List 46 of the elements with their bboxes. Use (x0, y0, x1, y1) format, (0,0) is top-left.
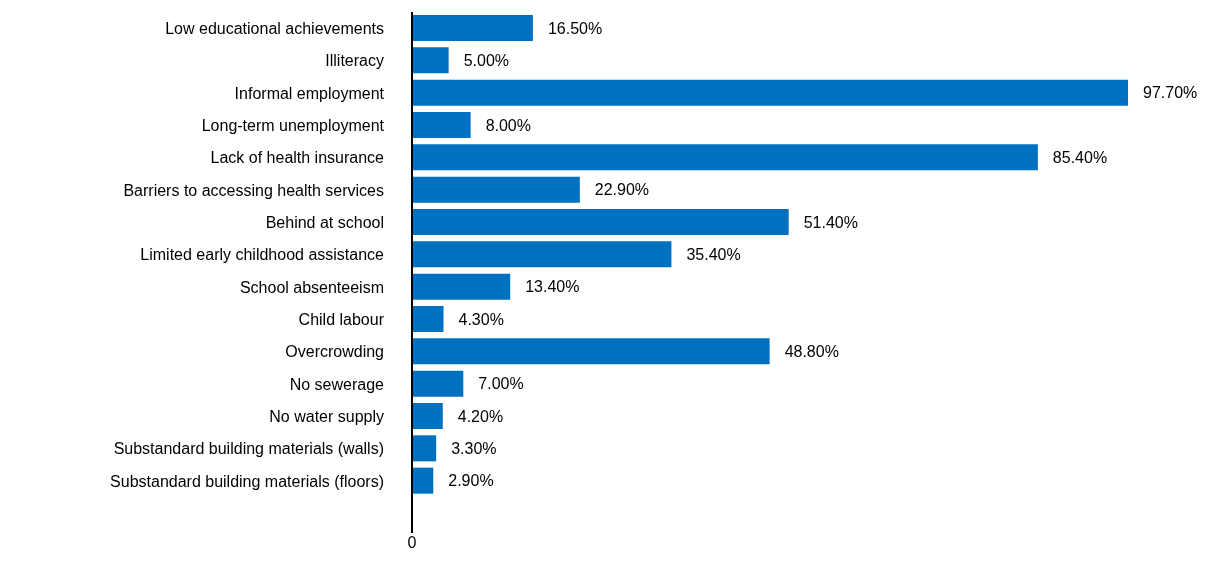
y-tick-label: Lack of health insurance (210, 149, 385, 167)
y-tick-label: Behind at school (265, 213, 384, 231)
bar (412, 176, 580, 203)
data-label: 85.40% (1052, 148, 1108, 166)
data-label: 13.40% (525, 278, 580, 296)
data-label: 4.30% (458, 310, 504, 328)
data-label: 48.80% (784, 342, 839, 360)
bar (412, 403, 443, 429)
text: 0 (406, 534, 418, 552)
y-tick-label: Low educational achievements (165, 19, 384, 37)
bar (412, 209, 789, 235)
bar (412, 15, 533, 41)
data-label: 8.00% (485, 116, 531, 134)
bar (412, 241, 672, 268)
data-label: 97.70% (1143, 84, 1198, 102)
y-tick-label: Long-term unemployment (201, 116, 385, 134)
y-tick-label: Limited early childhood assistance (140, 246, 385, 264)
y-tick-label: Overcrowding (285, 343, 384, 361)
y-tick-label: School absenteeism (239, 278, 384, 296)
y-tick-label: No sewerage (289, 375, 385, 393)
data-label: 22.90% (594, 181, 650, 199)
data-label: 51.40% (803, 213, 858, 231)
bar (412, 306, 444, 332)
data-label: 2.90% (448, 472, 494, 490)
data-label: 7.00% (478, 375, 524, 393)
y-tick-label: No water supply (269, 407, 384, 425)
y-tick-label: Illiteracy (325, 52, 384, 70)
bar (412, 112, 471, 138)
bar (412, 467, 434, 494)
data-label: 35.40% (686, 245, 741, 263)
y-tick-label: Substandard building materials (floors) (110, 472, 384, 490)
y-tick-label: Child labour (298, 310, 385, 328)
bar (412, 370, 464, 397)
data-label: 3.30% (451, 439, 497, 457)
bar (412, 435, 437, 462)
bar (412, 47, 449, 74)
y-tick-label: Barriers to accessing health services (123, 181, 384, 199)
bar (412, 338, 770, 365)
bar (412, 273, 511, 300)
data-label: 5.00% (463, 51, 510, 69)
data-label: 16.50% (547, 19, 603, 37)
y-tick-label: Informal employment (234, 84, 385, 102)
data-label: 4.20% (457, 407, 504, 425)
bar (412, 144, 1038, 171)
y-tick-label: Substandard building materials (walls) (113, 440, 384, 458)
bar (412, 79, 1128, 106)
